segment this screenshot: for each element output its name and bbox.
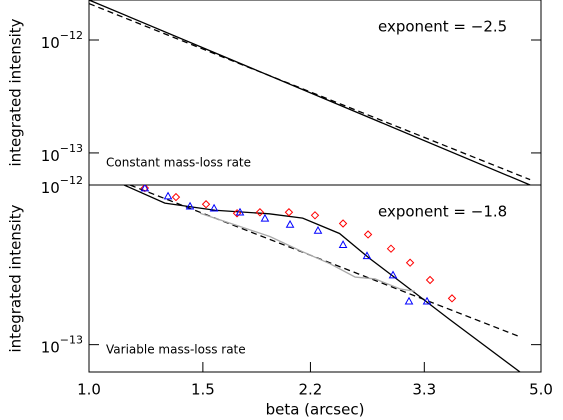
data-point — [235, 207, 245, 216]
data-point — [140, 185, 150, 193]
plot-area — [89, 0, 531, 185]
data-point — [185, 201, 195, 210]
x-tick-label: 5.0 — [529, 381, 553, 399]
data-point — [310, 211, 320, 220]
x-axis-label: beta (arcsec) — [266, 401, 365, 419]
data-point — [338, 219, 348, 228]
data-point — [388, 270, 398, 279]
data-point — [232, 209, 242, 218]
data-point — [386, 244, 396, 253]
data-point — [209, 203, 219, 212]
data-point — [404, 296, 414, 305]
data-point — [362, 251, 372, 260]
data-point — [260, 213, 270, 222]
series-line — [89, 2, 531, 181]
data-point — [201, 200, 211, 209]
y-axis-label: integrated intensity — [7, 204, 25, 352]
panel-note: Constant mass-loss rate — [106, 156, 251, 170]
data-point — [363, 230, 373, 239]
y-axis-label: integrated intensity — [7, 18, 25, 166]
data-point — [285, 219, 295, 228]
y-tick-label: 10−12 — [41, 174, 83, 197]
data-point — [338, 240, 348, 248]
series-line — [89, 0, 531, 185]
x-tick-label: 1.0 — [77, 381, 101, 399]
data-point — [163, 191, 173, 200]
x-tick-label: 1.5 — [191, 381, 215, 399]
annotation: exponent = −1.8 — [378, 203, 507, 221]
y-tick-label: 10−13 — [41, 142, 83, 165]
data-point — [140, 185, 150, 192]
data-point — [405, 258, 415, 267]
y-tick-label: 10−13 — [41, 334, 83, 357]
panel-note: Variable mass-loss rate — [106, 343, 246, 357]
data-point — [447, 294, 457, 303]
data-point — [255, 208, 265, 217]
data-point — [284, 208, 294, 217]
data-point — [313, 225, 323, 234]
x-tick-label: 2.2 — [299, 381, 323, 399]
data-point — [425, 275, 435, 285]
y-tick-label: 10−12 — [41, 29, 83, 52]
data-point — [171, 192, 181, 202]
series-line — [199, 212, 415, 292]
data-point — [422, 296, 432, 305]
annotation: exponent = −2.5 — [378, 18, 507, 36]
plot-area — [123, 185, 521, 372]
x-tick-label: 3.3 — [412, 381, 436, 399]
plot-frame — [88, 184, 542, 373]
